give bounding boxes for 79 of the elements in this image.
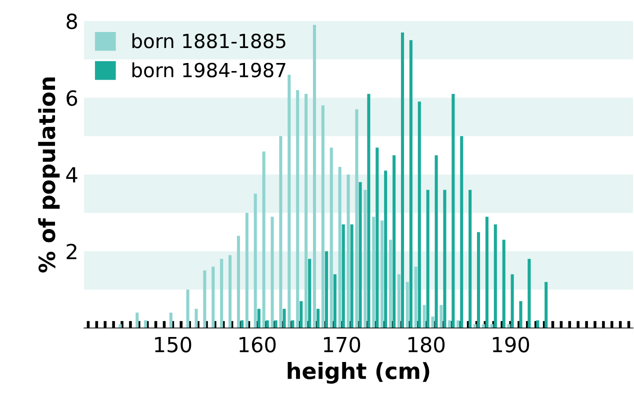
bar bbox=[203, 270, 206, 328]
bar bbox=[431, 316, 434, 328]
bar bbox=[426, 190, 430, 328]
bar bbox=[364, 190, 367, 328]
bar bbox=[324, 251, 328, 328]
bar bbox=[528, 258, 531, 328]
y-tick-label: 2 bbox=[66, 244, 76, 260]
bar bbox=[477, 232, 480, 328]
x-tick-label: 190 bbox=[492, 336, 530, 352]
bar bbox=[544, 282, 548, 328]
bar bbox=[388, 240, 392, 328]
bar bbox=[236, 236, 240, 328]
legend-label: born 1881-1885 bbox=[132, 33, 286, 48]
bar bbox=[440, 304, 443, 328]
bar bbox=[330, 148, 333, 328]
bar bbox=[194, 308, 198, 328]
bar bbox=[406, 282, 409, 328]
bar bbox=[485, 216, 488, 328]
bar bbox=[443, 190, 446, 328]
y-tick-label: 6 bbox=[66, 90, 78, 106]
bar bbox=[384, 170, 388, 328]
bar bbox=[279, 136, 282, 328]
bar bbox=[220, 258, 224, 328]
bar bbox=[519, 301, 522, 328]
bar bbox=[136, 312, 139, 328]
legend-label: born 1984-1987 bbox=[132, 62, 286, 78]
bar bbox=[350, 224, 354, 328]
bar bbox=[346, 174, 350, 328]
x-tick-label: 160 bbox=[240, 336, 276, 352]
y-tick-label: 8 bbox=[66, 13, 78, 30]
y-axis-title: % of population bbox=[38, 77, 60, 273]
bar bbox=[186, 290, 190, 328]
bar bbox=[434, 155, 438, 328]
bar bbox=[262, 151, 266, 328]
x-tick-label: 150 bbox=[155, 336, 192, 352]
bar bbox=[333, 274, 336, 328]
bar bbox=[212, 266, 215, 328]
bar bbox=[304, 94, 308, 328]
bar bbox=[367, 94, 370, 328]
bar bbox=[257, 308, 260, 328]
bar bbox=[228, 255, 232, 328]
bar bbox=[502, 240, 506, 328]
bar bbox=[338, 166, 342, 328]
bar bbox=[397, 274, 400, 328]
bar bbox=[507, 324, 510, 328]
bar bbox=[288, 74, 291, 328]
bar bbox=[510, 274, 514, 328]
bar bbox=[282, 308, 286, 328]
bar bbox=[400, 32, 404, 328]
bar bbox=[376, 148, 379, 328]
bar bbox=[392, 155, 396, 328]
bar bbox=[380, 220, 384, 328]
bar bbox=[169, 312, 172, 328]
bar bbox=[296, 90, 300, 328]
bar bbox=[254, 194, 257, 328]
bar bbox=[372, 216, 376, 328]
bar bbox=[414, 266, 418, 328]
bar bbox=[308, 258, 312, 328]
bar bbox=[355, 109, 358, 328]
bar bbox=[312, 24, 316, 328]
bar bbox=[321, 105, 324, 328]
x-axis-title: height (cm) bbox=[288, 362, 430, 384]
x-tick-label: 170 bbox=[324, 336, 360, 352]
y-tick-label: 4 bbox=[66, 167, 78, 182]
bar bbox=[418, 102, 421, 328]
bar bbox=[494, 224, 497, 328]
bar bbox=[342, 224, 345, 328]
x-tick-label: 180 bbox=[408, 336, 445, 352]
bar bbox=[300, 301, 303, 328]
bar bbox=[422, 304, 426, 328]
bar bbox=[460, 136, 464, 328]
bar bbox=[409, 40, 412, 328]
bar bbox=[452, 94, 455, 328]
bar bbox=[358, 182, 362, 328]
bar bbox=[245, 212, 248, 328]
bar bbox=[118, 324, 122, 328]
bar bbox=[468, 190, 472, 328]
bar bbox=[270, 216, 274, 328]
bar bbox=[316, 308, 320, 328]
